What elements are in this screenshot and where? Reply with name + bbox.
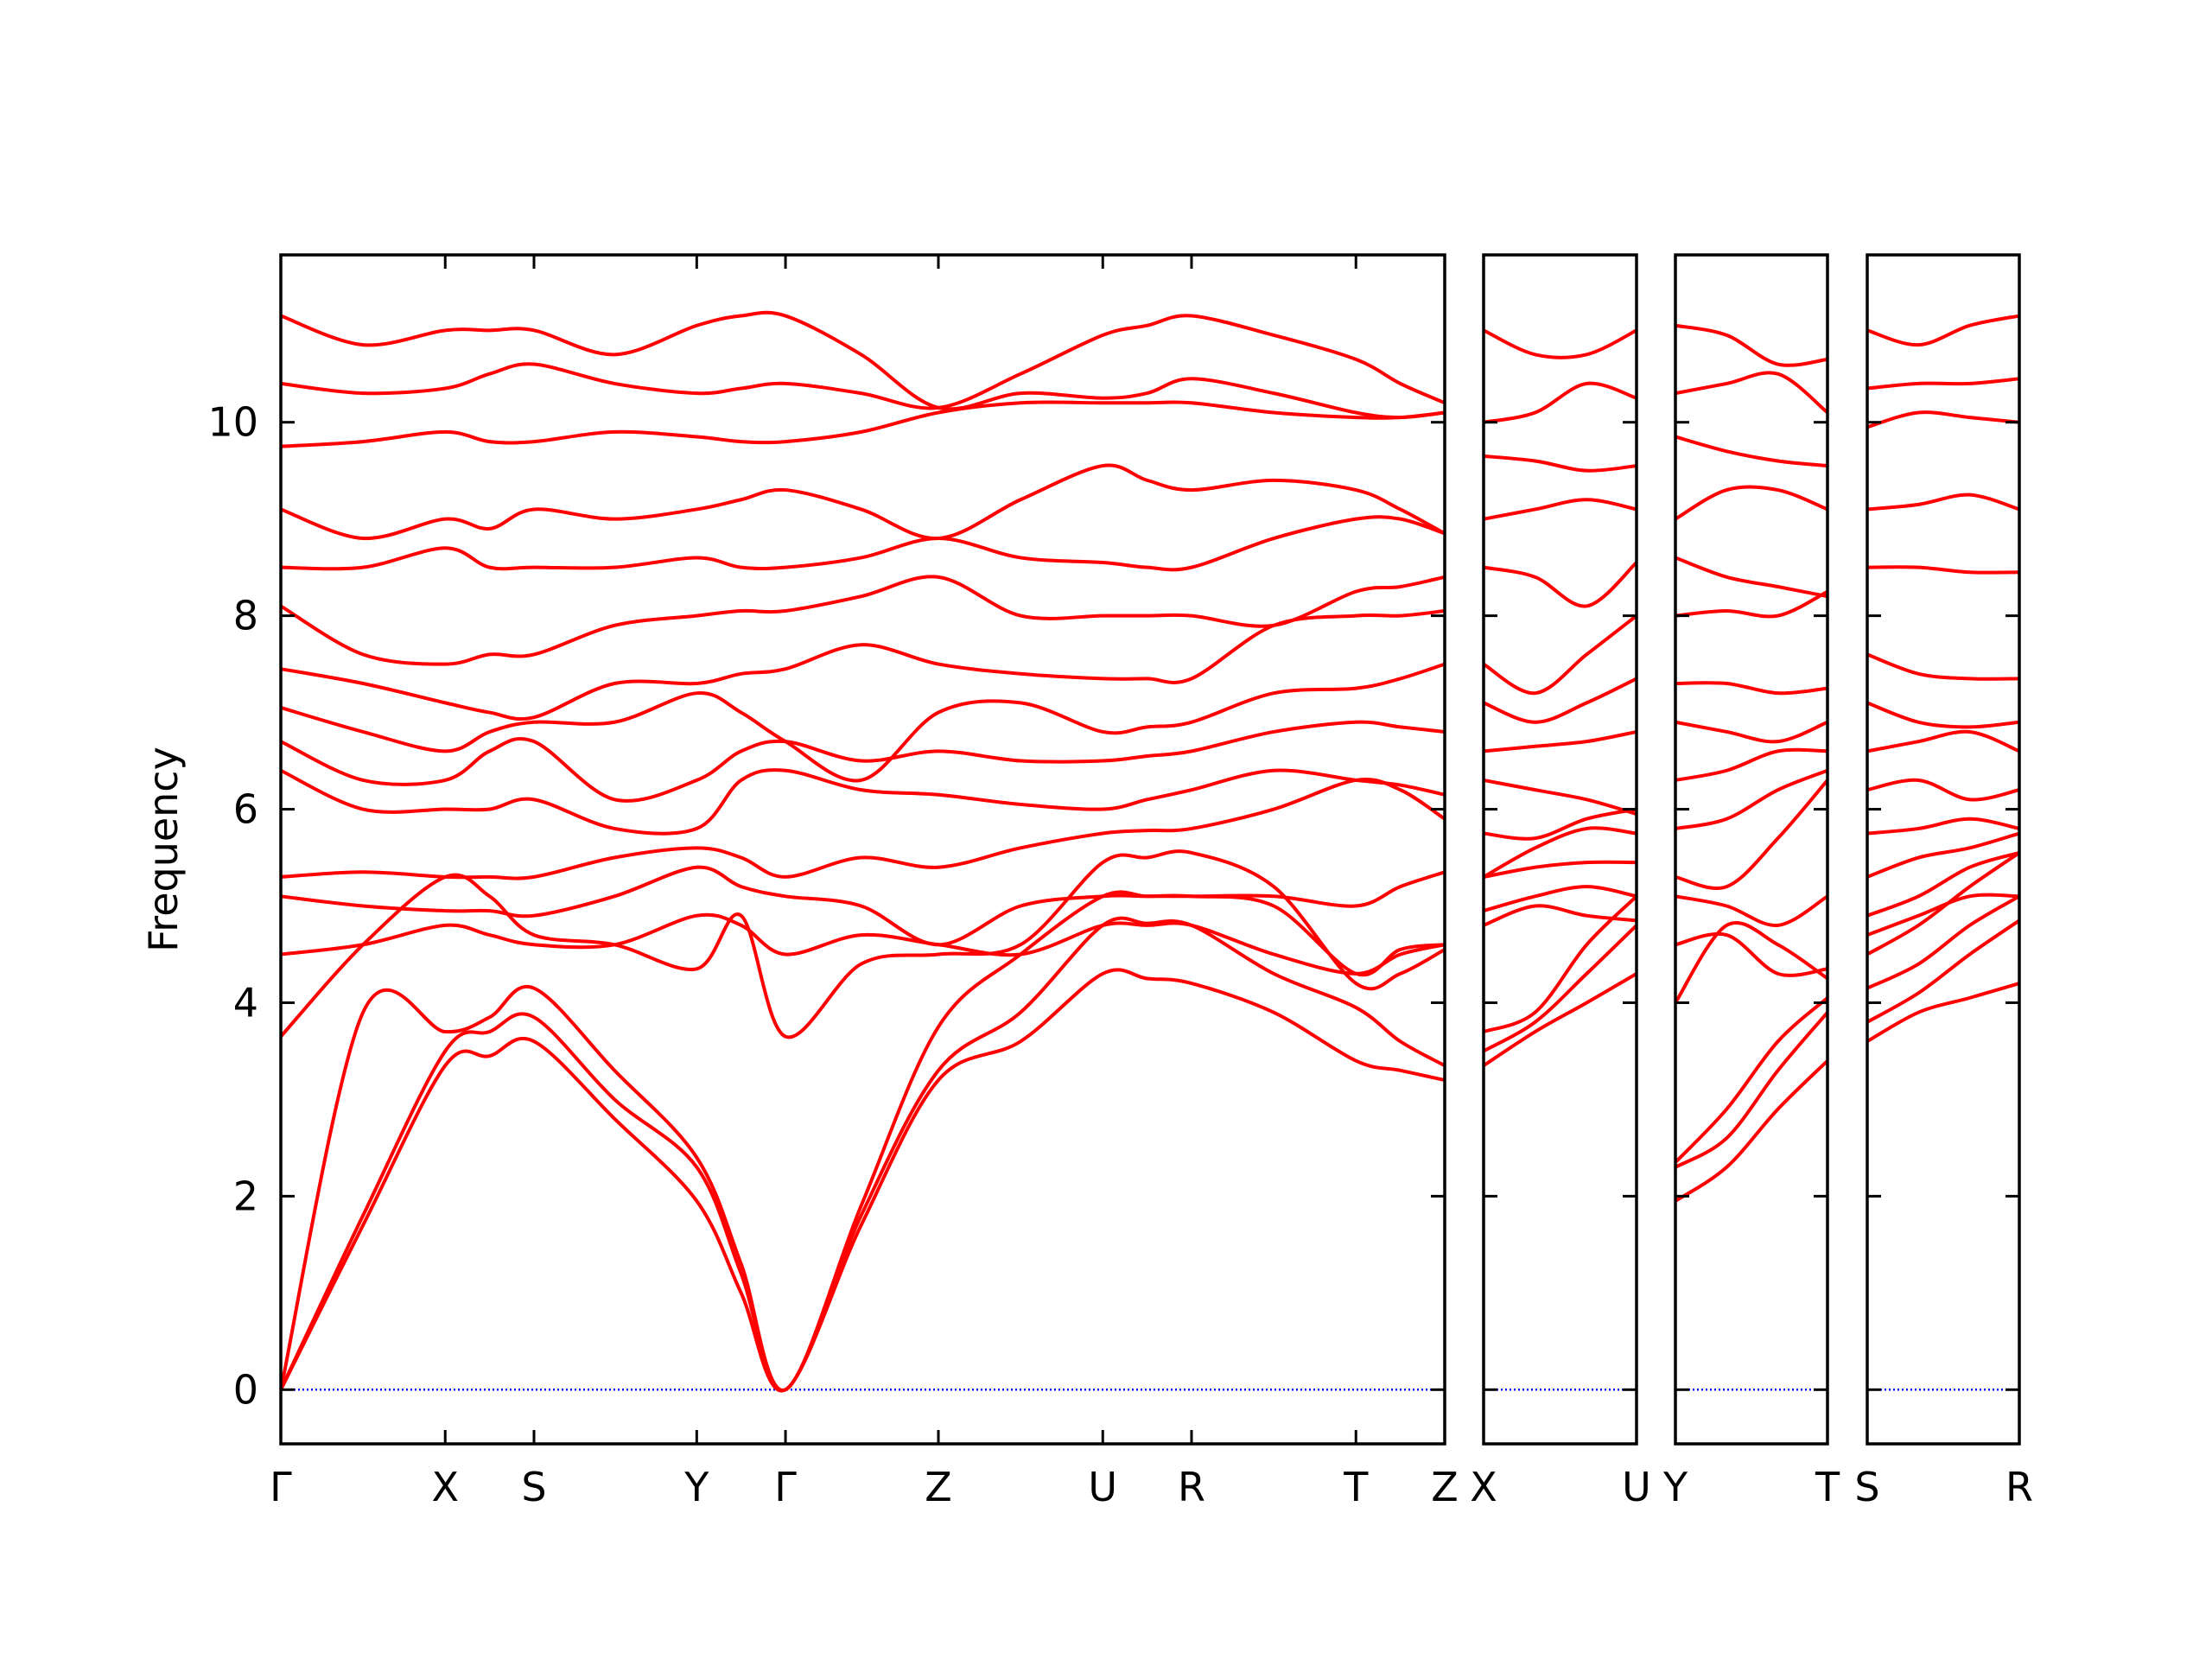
axes-frame	[1866, 253, 2021, 1446]
band-line	[1483, 730, 1637, 753]
x-tick-label: R	[2005, 1464, 2033, 1510]
band-line	[1482, 614, 1638, 696]
band-line	[1866, 817, 2020, 836]
x-tick-label: Γ	[270, 1464, 292, 1510]
band-line	[1866, 918, 2021, 1024]
y-tick-label: 10	[207, 399, 258, 446]
band-line	[280, 778, 1446, 880]
band-line	[1675, 1011, 1829, 1169]
band-line	[1483, 381, 1637, 424]
band-line	[279, 575, 1446, 666]
band-line	[1866, 652, 2020, 681]
band-line	[1866, 729, 2020, 753]
band-line	[1675, 323, 1828, 367]
y-tick-label: 6	[233, 786, 258, 833]
band-line	[1675, 589, 1828, 619]
x-tick-label: Y	[683, 1464, 709, 1510]
band-line	[1675, 435, 1828, 468]
band-line	[1483, 885, 1637, 913]
band-line	[280, 515, 1446, 572]
band-line	[1483, 454, 1637, 473]
band-line	[1483, 328, 1637, 359]
band-line	[1483, 826, 1637, 879]
band-line	[1866, 893, 2020, 937]
y-tick-label: 2	[233, 1173, 258, 1219]
band-line	[1866, 701, 2020, 729]
band-line	[1675, 768, 1828, 830]
band-line	[280, 865, 1446, 947]
band-line	[1483, 561, 1638, 608]
x-tick-label: Z	[1431, 1464, 1459, 1510]
band-line	[1483, 924, 1638, 1053]
band-line	[280, 310, 1446, 420]
band-line	[1483, 778, 1637, 817]
band-line	[1866, 831, 2020, 879]
axes-frame	[1674, 253, 1829, 1446]
axes-frame	[279, 253, 1446, 1446]
band-line	[1675, 779, 1829, 890]
band-line	[280, 768, 1446, 836]
band-line	[1675, 371, 1829, 415]
band-line	[1482, 972, 1638, 1067]
x-tick-label: U	[1622, 1464, 1651, 1510]
band-line	[1674, 996, 1829, 1164]
band-line	[1675, 681, 1828, 696]
band-line	[279, 916, 1446, 1392]
band-line	[1675, 556, 1828, 599]
band-line	[280, 662, 1446, 783]
band-line	[1483, 677, 1637, 724]
x-tick-label: T	[1815, 1464, 1840, 1510]
y-tick-label: 8	[233, 593, 258, 639]
x-tick-label: Γ	[774, 1464, 797, 1510]
band-line	[1866, 493, 2020, 512]
band-line	[1674, 921, 1829, 1004]
band-line	[1866, 410, 2020, 429]
y-tick-label: 0	[233, 1366, 258, 1413]
x-tick-label: U	[1088, 1464, 1117, 1510]
band-line	[280, 912, 1446, 976]
band-line	[279, 849, 1446, 1039]
band-line	[1675, 894, 1829, 927]
y-tick-label: 4	[233, 979, 258, 1026]
x-tick-label: X	[431, 1464, 459, 1510]
band-line	[1483, 904, 1637, 927]
band-line	[1675, 747, 1828, 782]
band-line	[1483, 807, 1637, 841]
band-line	[1866, 565, 2020, 575]
band-line	[1866, 778, 2020, 802]
band-line	[280, 400, 1446, 448]
band-line	[280, 314, 1446, 410]
band-line	[1483, 860, 1637, 879]
x-tick-label: S	[521, 1464, 546, 1510]
band-line	[1866, 850, 2020, 918]
axes-frame	[1482, 253, 1638, 1446]
x-tick-label: Y	[1662, 1464, 1688, 1510]
band-line	[1866, 982, 2020, 1043]
band-line	[1866, 894, 2021, 990]
band-line	[279, 890, 1446, 1392]
y-axis-label: Frequency	[140, 747, 187, 952]
band-line	[1483, 498, 1637, 521]
band-line	[1866, 377, 2020, 391]
x-tick-label: T	[1343, 1464, 1369, 1510]
band-line	[1674, 1059, 1829, 1203]
x-tick-label: R	[1178, 1464, 1205, 1510]
x-tick-label: Z	[925, 1464, 952, 1510]
band-line	[280, 720, 1446, 803]
band-line	[280, 463, 1446, 541]
x-tick-label: X	[1470, 1464, 1497, 1510]
band-line	[1674, 485, 1828, 521]
band-line	[1675, 931, 1828, 977]
x-tick-label: S	[1854, 1464, 1879, 1510]
band-line	[1866, 314, 2020, 347]
band-line	[1675, 720, 1828, 744]
